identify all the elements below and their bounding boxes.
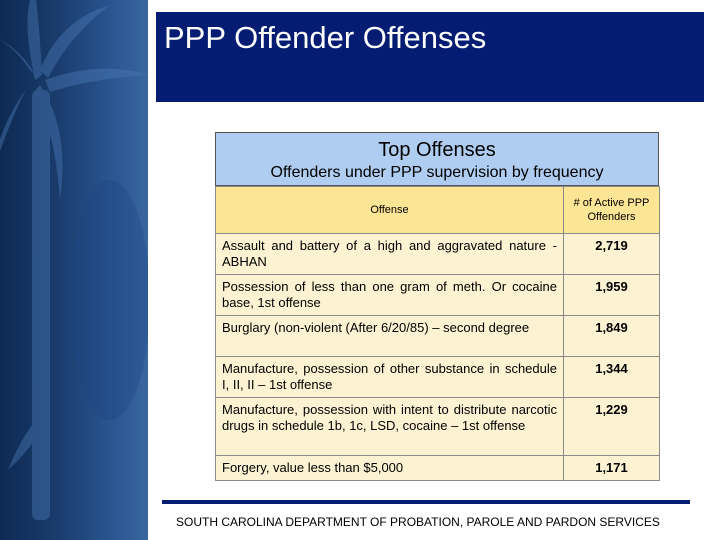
offenses-table: Offense # of Active PPP Offenders Assaul… (215, 186, 660, 481)
offenses-table-container: Top Offenses Offenders under PPP supervi… (215, 132, 660, 481)
header-active-offenders: # of Active PPP Offenders (563, 186, 660, 234)
offense-cell: Burglary (non-violent (After 6/20/85) – … (215, 315, 564, 357)
table-row: Possession of less than one gram of meth… (215, 274, 660, 316)
table-header-row: Offense # of Active PPP Offenders (215, 186, 660, 234)
table-row: Manufacture, possession of other substan… (215, 356, 660, 398)
header-offense: Offense (215, 186, 564, 234)
table-row: Burglary (non-violent (After 6/20/85) – … (215, 315, 660, 357)
count-cell: 1,344 (563, 356, 660, 398)
offense-cell: Possession of less than one gram of meth… (215, 274, 564, 316)
offense-cell: Forgery, value less than $5,000 (215, 455, 564, 481)
page-title: PPP Offender Offenses (164, 20, 487, 55)
count-cell: 1,229 (563, 397, 660, 456)
table-row: Assault and battery of a high and aggrav… (215, 233, 660, 275)
count-cell: 2,719 (563, 233, 660, 275)
table-row: Forgery, value less than $5,000 1,171 (215, 455, 660, 481)
offense-cell: Assault and battery of a high and aggrav… (215, 233, 564, 275)
decorative-side-panel (0, 0, 148, 540)
table-subtitle: Offenders under PPP supervision by frequ… (270, 164, 604, 181)
footer-divider (162, 500, 690, 504)
count-cell: 1,849 (563, 315, 660, 357)
table-title: Top Offenses (378, 139, 496, 161)
palmetto-tree-icon (0, 0, 148, 520)
table-caption: Top Offenses Offenders under PPP supervi… (215, 132, 659, 186)
count-cell: 1,171 (563, 455, 660, 481)
footer-text: SOUTH CAROLINA DEPARTMENT OF PROBATION, … (176, 515, 660, 529)
table-row: Manufacture, possession with intent to d… (215, 397, 660, 456)
count-cell: 1,959 (563, 274, 660, 316)
offense-cell: Manufacture, possession with intent to d… (215, 397, 564, 456)
title-bar: PPP Offender Offenses (156, 12, 704, 102)
offense-cell: Manufacture, possession of other substan… (215, 356, 564, 398)
